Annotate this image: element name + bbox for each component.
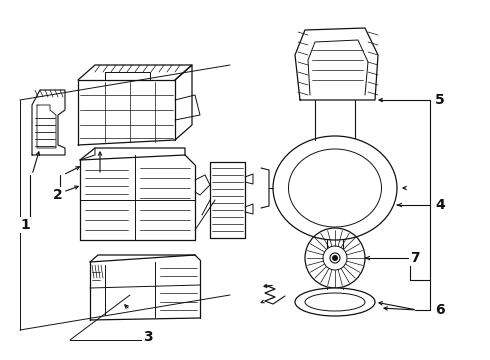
Ellipse shape	[295, 288, 375, 316]
Circle shape	[330, 253, 340, 263]
Text: 5: 5	[435, 93, 445, 107]
Text: 3: 3	[143, 330, 153, 344]
Text: 4: 4	[435, 198, 445, 212]
Text: 2: 2	[53, 188, 63, 202]
Text: 7: 7	[410, 251, 420, 265]
Text: 1: 1	[20, 218, 30, 232]
Text: 6: 6	[435, 303, 445, 317]
Circle shape	[333, 256, 338, 261]
